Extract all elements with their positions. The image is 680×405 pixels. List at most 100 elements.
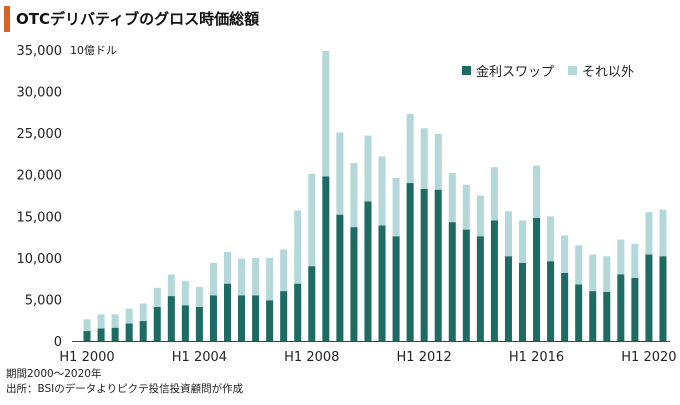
y-axis-ticks: 0 5,000 10,000 15,000 20,000 25,000 30,000 35,0… [17, 44, 63, 350]
y-tick-label: 30,000 [17, 86, 63, 101]
bar-interest-rate-swaps [434, 189, 442, 341]
bar-other [350, 163, 358, 228]
bar-other [223, 252, 232, 284]
bar-other [181, 281, 189, 306]
bar-other [308, 173, 316, 267]
x-axis-ticks: H1 2000 H1 2004 H1 2008 H1 2012 H1 2016 H1 20… [59, 350, 676, 365]
legend: 金利スワップ それ以外 [462, 64, 634, 80]
bars [83, 50, 667, 341]
bar-interest-rate-swaps [83, 331, 91, 341]
bar-interest-rate-swaps [252, 295, 260, 341]
bar-other [364, 135, 372, 202]
bar-other [392, 178, 400, 237]
bar-other [209, 262, 217, 296]
bar-other [476, 195, 484, 237]
bar-other [83, 319, 91, 332]
bar-other [490, 167, 498, 221]
period-note: 期間2000～2020年 [6, 368, 102, 380]
x-tick-label: H1 2004 [172, 350, 227, 365]
bar-interest-rate-swaps [518, 262, 527, 341]
bar-interest-rate-swaps [504, 256, 512, 341]
bar-other [322, 50, 330, 177]
bar-other [547, 216, 555, 262]
bar-interest-rate-swaps [561, 272, 569, 341]
bar-interest-rate-swaps [575, 284, 583, 341]
bar-interest-rate-swaps [167, 296, 175, 341]
bar-interest-rate-swaps [238, 295, 246, 341]
x-tick-label: H1 2016 [509, 350, 564, 365]
bar-other [533, 165, 541, 218]
bar-interest-rate-swaps [589, 291, 597, 341]
y-tick-label: 25,000 [17, 127, 63, 142]
legend-swatch-other [568, 66, 577, 75]
chart-title: OTCデリバティブのグロス時価総額 [16, 10, 260, 28]
source-note: 出所：BSIのデータよりピクテ投信投資顧問が作成 [6, 383, 244, 395]
bar-interest-rate-swaps [645, 254, 653, 341]
legend-swatch-interest-rate-swaps [462, 66, 471, 75]
y-tick-label: 35,000 [17, 44, 63, 59]
bar-interest-rate-swaps [294, 283, 302, 341]
x-tick-label: H1 2020 [621, 350, 676, 365]
y-tick-label: 5,000 [25, 293, 62, 308]
bar-interest-rate-swaps [308, 266, 316, 341]
x-tick-label: H1 2000 [59, 350, 114, 365]
bar-interest-rate-swaps [336, 214, 344, 341]
bar-other [167, 274, 175, 297]
bar-other [420, 128, 428, 189]
bar-other [266, 257, 274, 301]
legend-label-other: それ以外 [582, 65, 634, 80]
x-tick-label: H1 2012 [397, 350, 452, 365]
y-unit-label: 10億ドル [70, 44, 117, 57]
bar-interest-rate-swaps [420, 188, 428, 341]
bar-interest-rate-swaps [280, 291, 288, 341]
y-tick-label: 20,000 [17, 169, 63, 184]
y-tick-label: 15,000 [17, 210, 63, 225]
bar-interest-rate-swaps [448, 222, 456, 341]
bar-other [603, 256, 611, 292]
bar-interest-rate-swaps [322, 176, 330, 341]
bar-interest-rate-swaps [476, 236, 484, 341]
bar-other [645, 212, 653, 255]
bar-other [518, 220, 527, 263]
bar-interest-rate-swaps [490, 220, 498, 341]
bar-other [139, 303, 147, 322]
title-accent-bar [4, 6, 10, 32]
bar-other [406, 114, 414, 184]
bar-other [252, 257, 260, 296]
bar-interest-rate-swaps [378, 225, 386, 341]
bar-interest-rate-swaps [392, 236, 400, 341]
bar-interest-rate-swaps [209, 295, 217, 341]
bar-interest-rate-swaps [223, 283, 232, 341]
y-tick-label: 10,000 [17, 252, 63, 267]
bar-other [336, 132, 344, 215]
bar-interest-rate-swaps [125, 323, 133, 341]
bar-other [195, 286, 203, 307]
bar-interest-rate-swaps [631, 277, 639, 341]
bar-interest-rate-swaps [547, 261, 555, 341]
bar-other [589, 254, 597, 292]
bar-other [153, 287, 161, 307]
footnotes: 期間2000～2020年 出所：BSIのデータよりピクテ投信投資顧問が作成 [6, 367, 243, 397]
bar-interest-rate-swaps [153, 306, 161, 341]
x-tick-label: H1 2008 [284, 350, 339, 365]
bar-other [238, 258, 246, 296]
bar-interest-rate-swaps [533, 217, 541, 341]
legend-label-interest-rate-swaps: 金利スワップ [476, 64, 554, 80]
bar-interest-rate-swaps [462, 229, 470, 341]
bar-interest-rate-swaps [659, 256, 667, 341]
y-tick-label: 0 [54, 335, 62, 350]
bar-other [378, 156, 386, 226]
bar-other [448, 173, 456, 223]
bar-other [97, 314, 105, 329]
bar-interest-rate-swaps [350, 227, 358, 341]
bar-other [434, 133, 442, 190]
bar-other [294, 210, 302, 284]
bar-interest-rate-swaps [406, 183, 414, 341]
bar-other [617, 239, 625, 275]
bar-interest-rate-swaps [139, 321, 147, 341]
bar-other [125, 308, 133, 324]
bar-other [280, 249, 288, 292]
bar-interest-rate-swaps [266, 300, 274, 341]
bar-other [659, 209, 667, 257]
bar-interest-rate-swaps [97, 328, 105, 341]
